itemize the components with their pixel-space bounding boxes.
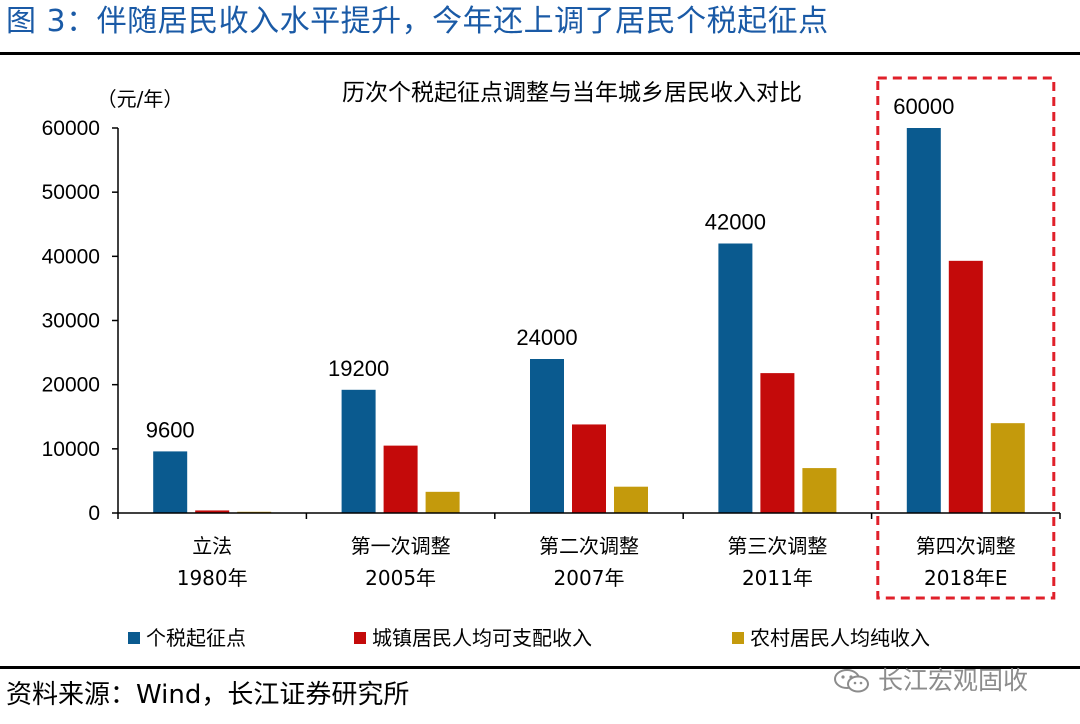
legend-swatch-2 [354,632,366,644]
bar-2-4 [760,373,795,513]
bar-3-4 [802,468,837,513]
data-label: 24000 [516,325,577,350]
bar-2-3 [572,424,606,513]
bar-1-3 [530,359,564,513]
data-label: 42000 [705,210,766,235]
legend: 个税起征点 城镇居民人均可支配收入 农村居民人均纯收入 [128,626,930,650]
figure-title: 图 3：伴随居民收入水平提升，今年还上调了居民个税起征点 [6,4,829,39]
y-axis-unit-label: （元/年） [97,87,184,111]
category-label: 第二次调整 [539,534,639,558]
bar-2-5 [948,260,983,513]
legend-swatch-3 [732,632,744,644]
data-label: 19200 [328,356,389,381]
category-label: 第四次调整 [916,534,1016,558]
bar-series-group [153,128,1025,513]
y-tick-label: 50000 [42,181,100,204]
bar-1-2 [341,389,376,513]
category-label: 2007年 [554,566,625,590]
bar-3-5 [990,423,1025,513]
legend-swatch-1 [128,632,140,644]
y-tick-label: 10000 [42,438,100,461]
legend-label-2: 城镇居民人均可支配收入 [372,626,592,650]
y-tick-label: 40000 [42,245,100,268]
bar-1-5 [906,128,941,513]
watermark: 长江宏观固收 [832,664,1028,698]
bar-3-2 [425,491,460,513]
highlight-box [876,76,1056,600]
y-axis: 0 10000 20000 30000 40000 50000 60000 [42,117,119,525]
y-tick-label: 60000 [42,117,100,140]
y-tick-label: 0 [88,502,100,525]
wechat-icon [834,669,869,693]
bar-2-1 [195,510,230,513]
bar-chart: 历次个税起征点调整与当年城乡居民收入对比 （元/年） 0 10000 20000 30… [42,76,1061,650]
category-label: 1980年 [177,566,248,590]
category-label: 2018年E [924,566,1008,590]
bottom-rule [0,666,1080,669]
x-axis [117,512,1061,519]
top-rule [0,52,1080,55]
category-label: 2005年 [365,566,436,590]
bar-1-4 [718,243,753,513]
category-label: 第一次调整 [351,534,451,558]
y-tick-label: 30000 [42,310,100,333]
bar-3-3 [614,486,648,513]
source-note: 资料来源：Wind，长江证券研究所 [6,680,410,710]
category-label: 立法 [192,534,232,558]
category-labels: 立法 1980年 第一次调整 2005年 第二次调整 2007年 第三次调整 2011年 第四次… [177,534,1016,590]
bar-2-2 [383,445,418,513]
data-labels: 9600 19200 24000 42000 60000 [146,94,955,442]
data-label: 9600 [146,417,195,442]
category-label: 第三次调整 [727,534,827,558]
y-tick-label: 20000 [42,374,100,397]
chart-title: 历次个税起征点调整与当年城乡居民收入对比 [342,80,802,106]
bar-1-1 [153,451,188,513]
legend-label-3: 农村居民人均纯收入 [750,626,930,650]
watermark-text: 长江宏观固收 [878,666,1029,695]
category-label: 2011年 [742,566,813,590]
data-label: 60000 [893,94,954,119]
legend-label-1: 个税起征点 [146,626,246,650]
